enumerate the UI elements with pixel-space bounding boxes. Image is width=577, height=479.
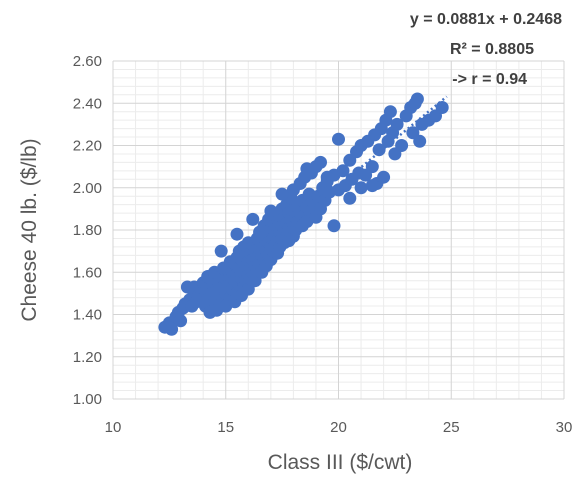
data-point bbox=[390, 117, 404, 131]
x-tick-label: 15 bbox=[217, 419, 234, 436]
x-tick-label: 30 bbox=[556, 419, 573, 436]
y-tick-label: 2.60 bbox=[73, 53, 102, 70]
data-point bbox=[343, 191, 357, 205]
data-point bbox=[327, 219, 341, 233]
data-point bbox=[300, 162, 314, 176]
y-axis-title: Cheese 40 lb. ($/lb) bbox=[18, 138, 41, 321]
data-point bbox=[246, 212, 260, 226]
r-squared-label: R² = 0.8805 bbox=[450, 41, 534, 58]
data-point bbox=[388, 147, 402, 161]
data-point bbox=[275, 187, 289, 201]
data-point bbox=[354, 181, 368, 195]
data-point bbox=[314, 155, 327, 169]
correlation-label: -> r = 0.94 bbox=[452, 71, 527, 88]
data-point bbox=[413, 134, 427, 148]
y-tick-label: 1.00 bbox=[73, 391, 102, 408]
data-point bbox=[165, 322, 179, 336]
y-tick-label: 2.00 bbox=[73, 180, 102, 197]
data-points bbox=[158, 92, 449, 336]
x-tick-label: 10 bbox=[105, 419, 122, 436]
data-point bbox=[320, 170, 334, 184]
data-point bbox=[377, 170, 391, 184]
y-tick-label: 2.20 bbox=[73, 138, 102, 155]
data-point bbox=[435, 101, 449, 114]
data-point bbox=[365, 160, 379, 174]
y-tick-label: 2.40 bbox=[73, 95, 102, 112]
y-tick-label: 1.40 bbox=[73, 307, 102, 324]
data-point bbox=[230, 227, 244, 241]
trendline-equation: y = 0.0881x + 0.2468 bbox=[410, 11, 562, 28]
data-point bbox=[410, 92, 424, 106]
x-axis-title: Class III ($/cwt) bbox=[268, 451, 413, 474]
y-tick-label: 1.80 bbox=[73, 222, 102, 239]
data-point bbox=[332, 132, 345, 146]
data-point bbox=[383, 105, 397, 119]
y-tick-label: 1.60 bbox=[73, 264, 102, 281]
data-point bbox=[336, 164, 350, 178]
data-point bbox=[365, 179, 379, 193]
data-point bbox=[372, 143, 386, 157]
y-tick-labels: 1.00 1.20 1.40 1.60 1.80 2.00 2.20 2.40 2.60 bbox=[73, 53, 102, 408]
x-tick-label: 20 bbox=[330, 419, 347, 436]
x-tick-labels: 10 15 20 25 30 bbox=[105, 419, 573, 436]
y-tick-label: 1.20 bbox=[73, 349, 102, 366]
data-point bbox=[174, 314, 188, 328]
data-point bbox=[214, 244, 228, 258]
x-tick-label: 25 bbox=[443, 419, 460, 436]
